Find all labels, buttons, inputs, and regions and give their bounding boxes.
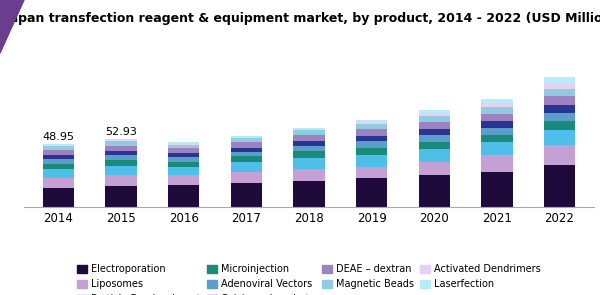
Bar (231, 148, 262, 152)
Bar (419, 113, 450, 117)
Bar (293, 130, 325, 135)
Bar (168, 167, 199, 175)
Bar (43, 150, 74, 155)
Bar (168, 142, 199, 143)
Bar (356, 155, 387, 167)
Bar (231, 156, 262, 162)
Bar (419, 117, 450, 122)
Bar (419, 129, 450, 135)
Bar (231, 136, 262, 137)
Bar (168, 143, 199, 145)
Bar (168, 157, 199, 162)
Bar (356, 122, 387, 124)
Bar (106, 175, 137, 186)
Bar (106, 151, 137, 155)
Bar (356, 129, 387, 136)
Bar (481, 172, 512, 206)
Bar (168, 148, 199, 153)
Bar (293, 135, 325, 141)
Bar (419, 122, 450, 129)
Bar (356, 167, 387, 178)
Bar (356, 120, 387, 122)
Bar (43, 145, 74, 147)
Bar (231, 137, 262, 138)
Bar (168, 145, 199, 148)
Bar (419, 135, 450, 142)
Bar (544, 130, 575, 145)
Bar (544, 105, 575, 113)
Bar (168, 175, 199, 185)
Bar (481, 155, 512, 172)
Bar (43, 163, 74, 169)
Bar (356, 136, 387, 141)
Bar (544, 84, 575, 89)
Bar (293, 181, 325, 206)
Bar (106, 139, 137, 140)
Bar (106, 142, 137, 145)
Text: 52.93: 52.93 (105, 127, 137, 137)
Bar (106, 145, 137, 151)
Bar (43, 178, 74, 188)
Bar (231, 172, 262, 183)
Bar (43, 147, 74, 150)
Bar (481, 114, 512, 121)
Legend: Electroporation, Liposomes, Particle Bombardment, Microinjection, Adenoviral Vec: Electroporation, Liposomes, Particle Bom… (77, 264, 541, 295)
Bar (481, 99, 512, 103)
Bar (231, 162, 262, 172)
Bar (481, 121, 512, 128)
Bar (481, 135, 512, 142)
Bar (544, 96, 575, 105)
Bar (544, 113, 575, 121)
Bar (544, 121, 575, 130)
Bar (419, 142, 450, 149)
Bar (106, 166, 137, 175)
Bar (231, 138, 262, 142)
Bar (293, 151, 325, 158)
Bar (43, 144, 74, 145)
Bar (544, 77, 575, 84)
Bar (356, 141, 387, 148)
Bar (231, 152, 262, 156)
Bar (293, 146, 325, 151)
Bar (419, 175, 450, 206)
Bar (168, 185, 199, 206)
Bar (419, 162, 450, 175)
Bar (43, 155, 74, 159)
Bar (168, 153, 199, 157)
Bar (544, 145, 575, 165)
Bar (356, 178, 387, 206)
Bar (356, 124, 387, 129)
Text: Japan transfection reagent & equipment market, by product, 2014 - 2022 (USD Mill: Japan transfection reagent & equipment m… (6, 12, 600, 25)
Bar (231, 142, 262, 148)
Bar (106, 155, 137, 160)
Bar (293, 158, 325, 169)
Bar (419, 110, 450, 113)
Bar (293, 129, 325, 130)
Bar (481, 142, 512, 155)
Bar (43, 169, 74, 178)
Bar (168, 162, 199, 167)
Bar (481, 128, 512, 135)
Bar (356, 148, 387, 155)
Text: 48.95: 48.95 (43, 132, 74, 142)
Bar (231, 183, 262, 206)
Bar (106, 160, 137, 166)
Bar (293, 141, 325, 146)
Bar (43, 159, 74, 163)
Bar (544, 89, 575, 96)
Bar (481, 103, 512, 107)
Bar (293, 169, 325, 181)
Bar (106, 186, 137, 206)
Bar (419, 149, 450, 162)
Bar (481, 107, 512, 114)
Bar (106, 140, 137, 142)
Bar (544, 165, 575, 206)
Bar (43, 188, 74, 206)
Bar (293, 128, 325, 129)
